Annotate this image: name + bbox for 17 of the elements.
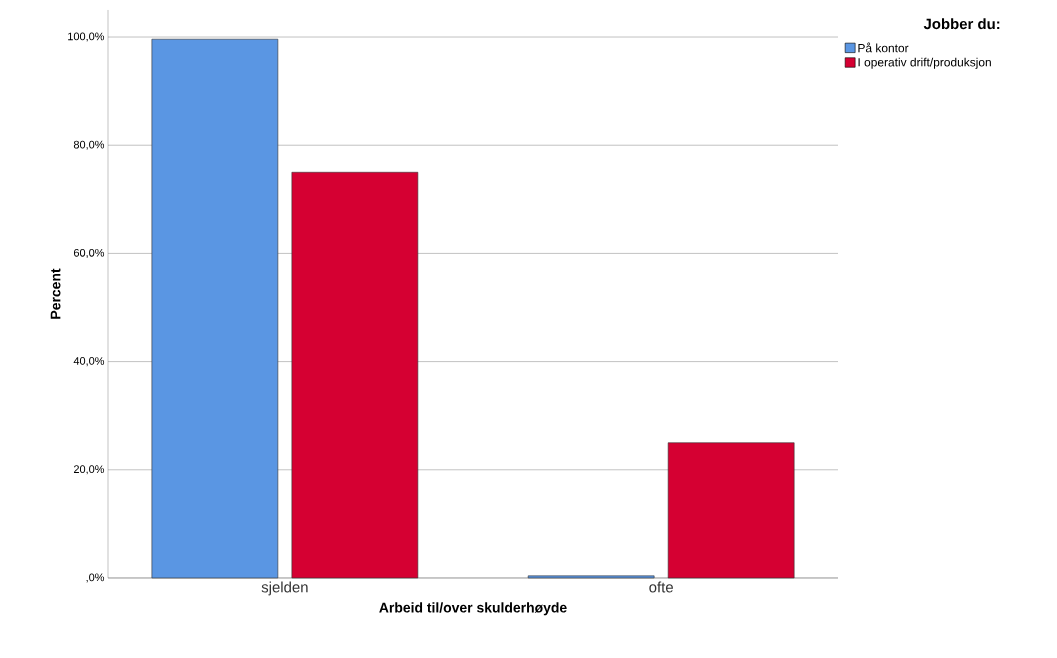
bar [527,575,655,579]
bar [151,38,279,579]
legend-label: På kontor [858,42,909,53]
y-axis-title: Percent [50,268,61,319]
bar [667,442,795,579]
bar [291,171,419,579]
y-tick-label: 60,0% [73,248,105,258]
x-tick-label: ofte [649,581,673,593]
y-tick-label: 100,0% [68,32,105,42]
y-tick-label: ,0% [86,573,105,583]
y-tick-label: 40,0% [73,357,105,367]
x-axis-title: Arbeid til/over skulderhøyde [379,602,567,616]
y-tick-label: 80,0% [73,140,105,150]
legend-label: I operativ drift/produksjon [858,57,991,69]
x-tick-label: sjelden [261,581,308,596]
y-tick-label: 20,0% [73,465,105,475]
legend-title: Jobber du: [923,18,1000,30]
